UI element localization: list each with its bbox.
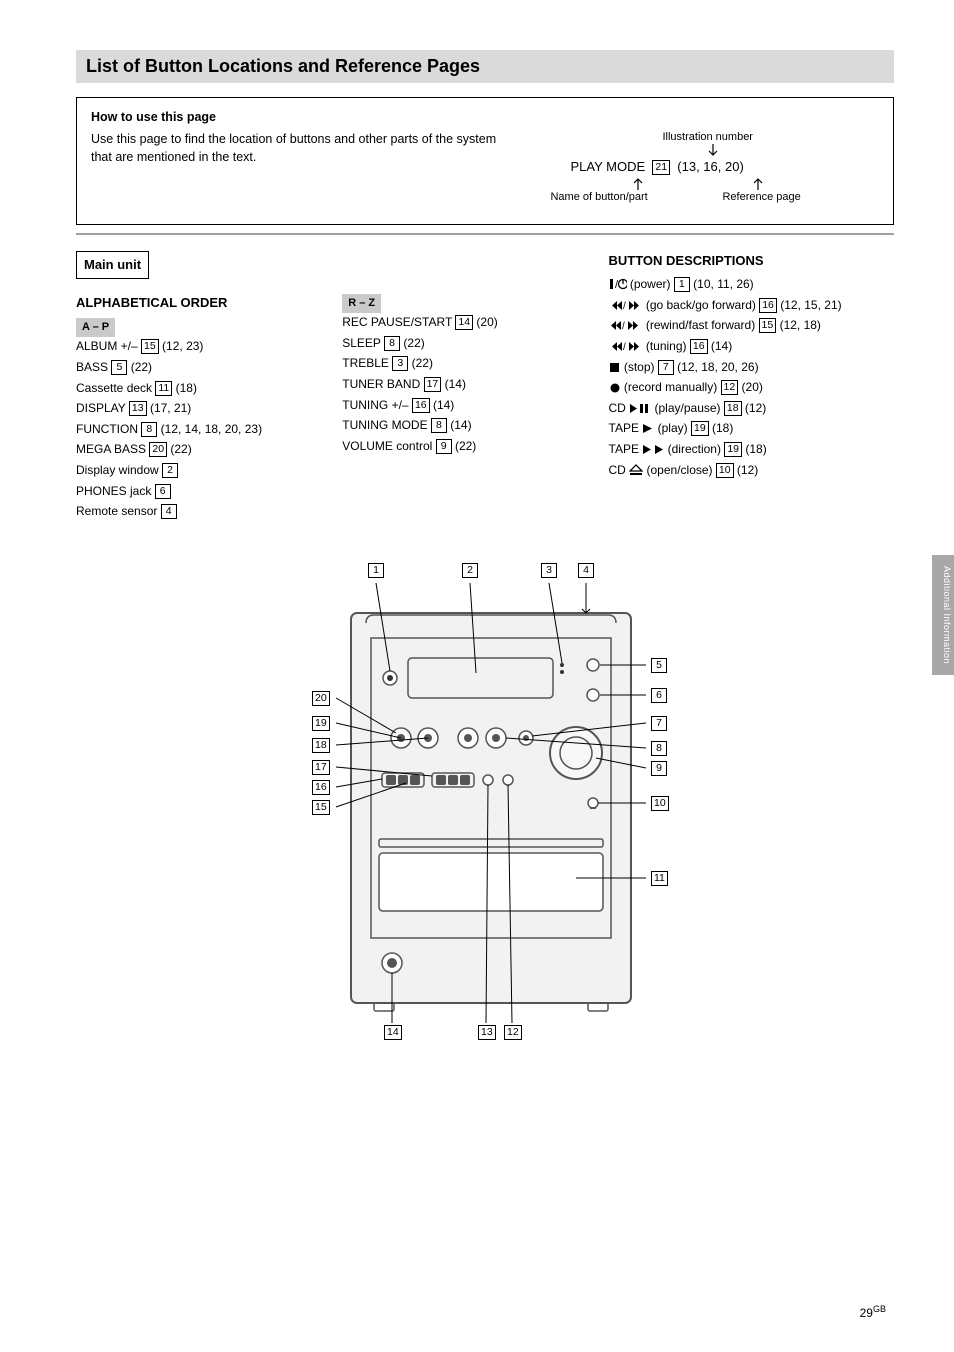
index-entry: TUNING MODE 8 (14) — [342, 416, 590, 435]
index-entry: TREBLE 3 (22) — [342, 354, 590, 373]
button-desc-entry: / (power) 1 (10, 11, 26) — [609, 275, 894, 294]
intro-heading: How to use this page — [91, 110, 216, 124]
button-desc-entry: / (tuning) 16 (14) — [609, 337, 894, 356]
main-unit-title: Main unit — [76, 251, 149, 279]
index-entry: FUNCTION 8 (12, 14, 18, 20, 23) — [76, 420, 324, 439]
callout: 16 — [312, 780, 330, 795]
index-entry: PHONES jack 6 — [76, 482, 324, 501]
callout: 15 — [312, 800, 330, 815]
button-desc-entry: / (go back/go forward) 16 (12, 15, 21) — [609, 296, 894, 315]
usage-box: How to use this page Use this page to fi… — [76, 97, 894, 225]
index-entry: Cassette deck 11 (18) — [76, 379, 324, 398]
button-desc-entry: (stop) 7 (12, 18, 20, 26) — [609, 358, 894, 377]
callout: 1 — [368, 563, 384, 578]
callout: 10 — [651, 796, 669, 811]
callout: 7 — [651, 716, 667, 731]
svg-text:/: / — [623, 342, 626, 352]
tag-rz: R – Z — [342, 294, 381, 313]
svg-text:/: / — [622, 321, 625, 331]
intro-body: Use this page to find the location of bu… — [91, 130, 512, 166]
button-desc-entry: (record manually) 12 (20) — [609, 378, 894, 397]
divider — [76, 233, 894, 235]
callout: 11 — [651, 871, 668, 886]
page-number: 29GB — [860, 1304, 886, 1320]
callout: 18 — [312, 738, 330, 753]
callout: 5 — [651, 658, 667, 673]
callout: 20 — [312, 691, 330, 706]
index-entry: SLEEP 8 (22) — [342, 334, 590, 353]
callout: 2 — [462, 563, 478, 578]
label-name-of-button: Name of button/part — [550, 190, 647, 206]
index-entry: MEGA BASS 20 (22) — [76, 440, 324, 459]
side-tab: Additional Information — [932, 555, 954, 675]
col-alpha-rz: R – Z REC PAUSE/START 14 (20) SLEEP 8 (22… — [342, 251, 590, 523]
col-alpha-ap: Main unit ALPHABETICAL ORDER A – P ALBUM… — [76, 251, 324, 523]
alpha-order-heading: ALPHABETICAL ORDER — [76, 293, 324, 313]
callout: 6 — [651, 688, 667, 703]
index-entry: REC PAUSE/START 14 (20) — [342, 313, 590, 332]
device-diagram: 1 2 3 4 20 19 18 17 16 15 5 6 7 8 9 10 1… — [76, 543, 894, 1066]
tag-ap: A – P — [76, 318, 115, 337]
example-ref-num: 21 — [652, 160, 670, 175]
index-entry: DISPLAY 13 (17, 21) — [76, 399, 324, 418]
callout: 9 — [651, 761, 667, 776]
index-entry: Remote sensor 4 — [76, 502, 324, 521]
button-desc-entry: CD (play/pause) 18 (12) — [609, 399, 894, 418]
page-title: List of Button Locations and Reference P… — [76, 50, 894, 83]
callout: 17 — [312, 760, 330, 775]
callout: 12 — [504, 1025, 522, 1040]
index-entry: TUNER BAND 17 (14) — [342, 375, 590, 394]
index-entry: TUNING +/– 16 (14) — [342, 396, 590, 415]
callout: 14 — [384, 1025, 402, 1040]
col-button-desc: BUTTON DESCRIPTIONS / (power) 1 (10, 11,… — [609, 251, 894, 523]
callout: 19 — [312, 716, 330, 731]
label-reference-page: Reference page — [722, 190, 800, 206]
button-desc-entry: TAPE (play) 19 (18) — [609, 419, 894, 438]
index-entry: ALBUM +/– 15 (12, 23) — [76, 337, 324, 356]
button-desc-entry: TAPE (direction) 19 (18) — [609, 440, 894, 459]
button-desc-entry: / (rewind/fast forward) 15 (12, 18) — [609, 316, 894, 335]
callout: 13 — [478, 1025, 496, 1040]
callout: 4 — [578, 563, 594, 578]
button-desc-entry: CD (open/close) 10 (12) — [609, 461, 894, 480]
index-entry: Display window 2 — [76, 461, 324, 480]
callout: 8 — [651, 741, 667, 756]
example-name: PLAY MODE — [570, 159, 645, 174]
svg-text:/: / — [623, 301, 626, 311]
index-entry: VOLUME control 9 (22) — [342, 437, 590, 456]
button-desc-heading: BUTTON DESCRIPTIONS — [609, 251, 894, 271]
index-entry: BASS 5 (22) — [76, 358, 324, 377]
callout: 3 — [541, 563, 557, 578]
example-pages: (13, 16, 20) — [677, 159, 744, 174]
